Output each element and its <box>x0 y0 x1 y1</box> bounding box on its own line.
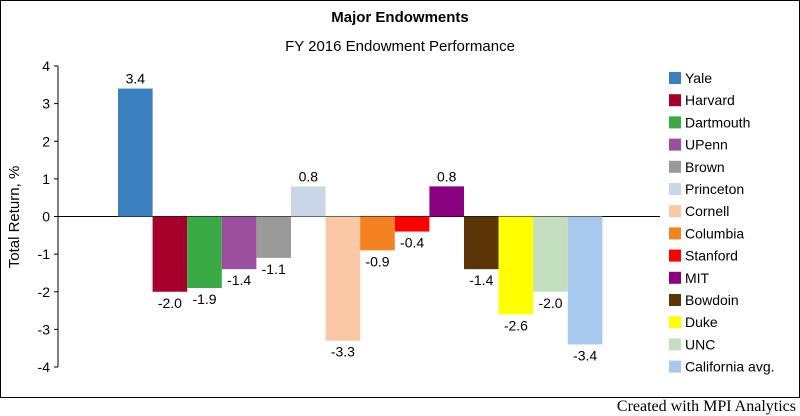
data-label: -1.4 <box>469 272 493 288</box>
data-label: -3.4 <box>573 347 597 363</box>
data-label: -1.1 <box>262 261 286 277</box>
chart: Major Endowments FY 2016 Endowment Perfo… <box>6 9 775 375</box>
legend-swatch <box>669 183 681 195</box>
data-label: 0.8 <box>299 168 319 184</box>
bar-brown <box>256 216 291 258</box>
y-tick-label: -3 <box>38 321 51 337</box>
legend-label: Dartmouth <box>685 114 750 130</box>
legend-swatch <box>669 205 681 218</box>
legend-label: Cornell <box>685 203 729 219</box>
legend-swatch <box>669 227 681 240</box>
data-label: 3.4 <box>126 71 146 87</box>
legend-swatch <box>669 249 681 262</box>
legend-label: Harvard <box>685 92 735 108</box>
data-label: -3.3 <box>331 344 355 360</box>
bar-harvard <box>152 216 188 292</box>
y-tick-label: -2 <box>38 284 51 300</box>
bar-duke <box>498 216 534 315</box>
bar-california-avg- <box>567 216 603 345</box>
y-tick-label: 3 <box>42 96 50 112</box>
legend-label: Columbia <box>685 225 744 241</box>
data-labels: 3.4 -2.0 -1.9 -1.4 -1.1 0.8 -3.3 -0.9 -0.4 0.8 -1.… <box>126 71 598 364</box>
bar-bowdoin <box>464 216 499 270</box>
legend-label: Princeton <box>685 181 744 197</box>
legend-swatch <box>669 316 681 329</box>
legend-swatch <box>669 94 681 107</box>
legend-label: California avg. <box>685 359 775 375</box>
legend-swatch <box>669 271 681 284</box>
bar-columbia <box>360 216 395 251</box>
data-label: -2.0 <box>158 295 182 311</box>
data-label: -0.9 <box>365 253 389 269</box>
legend-swatch <box>669 160 681 173</box>
legend-swatch <box>669 138 681 151</box>
data-label: 0.8 <box>437 168 457 184</box>
y-tick-label: 4 <box>42 58 50 74</box>
bar-yale <box>118 88 153 217</box>
legend: Yale Harvard Dartmouth UPenn Brown Princeton C… <box>669 70 775 375</box>
data-label: -0.4 <box>400 235 424 251</box>
chart-title: Major Endowments <box>331 9 469 26</box>
bars <box>118 88 603 345</box>
legend-label: MIT <box>685 270 710 286</box>
data-label: -2.6 <box>504 317 528 333</box>
y-tick-label: 0 <box>42 209 50 225</box>
data-label: -1.9 <box>192 291 216 307</box>
y-tick-label: 1 <box>42 171 50 187</box>
data-label: -1.4 <box>227 272 251 288</box>
legend-label: UPenn <box>685 137 728 153</box>
y-tick-label: -1 <box>38 246 51 262</box>
legend-label: Duke <box>685 314 718 330</box>
bar-upenn <box>221 216 257 270</box>
legend-swatch <box>669 294 681 306</box>
chart-subtitle: FY 2016 Endowment Performance <box>285 38 515 55</box>
legend-swatch <box>669 360 681 373</box>
y-tick-label: -4 <box>38 359 51 375</box>
bar-cornell <box>325 216 361 341</box>
legend-swatch <box>669 338 681 351</box>
footer-credit: Created with MPI Analytics <box>616 398 796 415</box>
legend-label: Stanford <box>685 248 738 264</box>
bar-princeton <box>291 186 326 217</box>
legend-label: Brown <box>685 159 725 175</box>
bar-dartmouth <box>187 216 222 288</box>
legend-label: UNC <box>685 336 715 352</box>
legend-swatch <box>669 72 681 84</box>
y-tick-label: 2 <box>42 133 50 149</box>
bar-mit <box>429 186 464 217</box>
y-axis-label: Total Return, % <box>6 166 23 269</box>
data-label: -2.0 <box>538 295 562 311</box>
legend-label: Yale <box>685 70 712 86</box>
legend-swatch <box>669 116 681 129</box>
legend-label: Bowdoin <box>685 292 739 308</box>
bar-unc <box>533 216 568 292</box>
bar-stanford <box>394 216 430 232</box>
